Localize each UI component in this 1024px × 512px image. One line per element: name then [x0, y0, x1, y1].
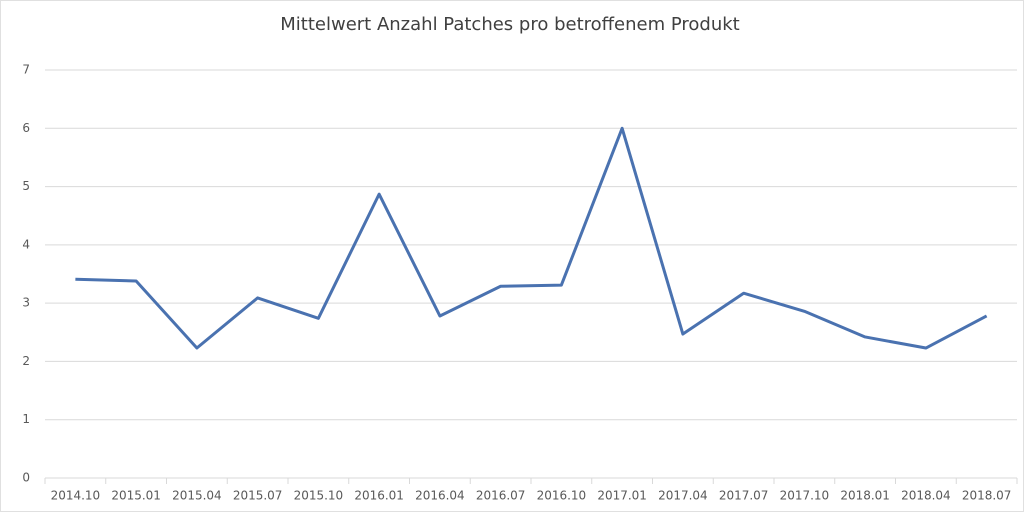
- y-tick-label: 4: [22, 237, 30, 251]
- x-tick-label: 2018.01: [840, 489, 890, 503]
- x-tick-label: 2016.07: [476, 489, 526, 503]
- x-tick-label: 2015.04: [172, 489, 222, 503]
- y-tick-label: 7: [22, 63, 30, 77]
- chart-title: Mittelwert Anzahl Patches pro betroffene…: [280, 14, 739, 35]
- line: [75, 126, 988, 350]
- x-tick-label: 2016.10: [537, 489, 587, 503]
- x-tick-label: 2018.07: [962, 489, 1012, 503]
- y-tick-label: 3: [22, 296, 30, 310]
- y-tick-label: 5: [22, 179, 30, 193]
- y-tick-label: 0: [22, 471, 30, 485]
- x-tick-label: 2015.07: [233, 489, 283, 503]
- x-tick-label: 2014.10: [51, 489, 101, 503]
- y-tick-label: 2: [22, 354, 30, 368]
- x-tick-label: 2018.04: [901, 489, 951, 503]
- y-tick-label: 6: [22, 121, 30, 135]
- x-tick-label: 2015.01: [111, 489, 161, 503]
- x-tick-label: 2017.10: [780, 489, 830, 503]
- x-tick-label: 2017.07: [719, 489, 769, 503]
- x-tick-label: 2017.04: [658, 489, 708, 503]
- x-tick-label: 2016.04: [415, 489, 465, 503]
- x-tick-label: 2017.01: [597, 489, 647, 503]
- y-tick-label: 1: [22, 412, 30, 426]
- x-tick-label: 2015.10: [294, 489, 344, 503]
- x-tick-label: 2016.01: [354, 489, 404, 503]
